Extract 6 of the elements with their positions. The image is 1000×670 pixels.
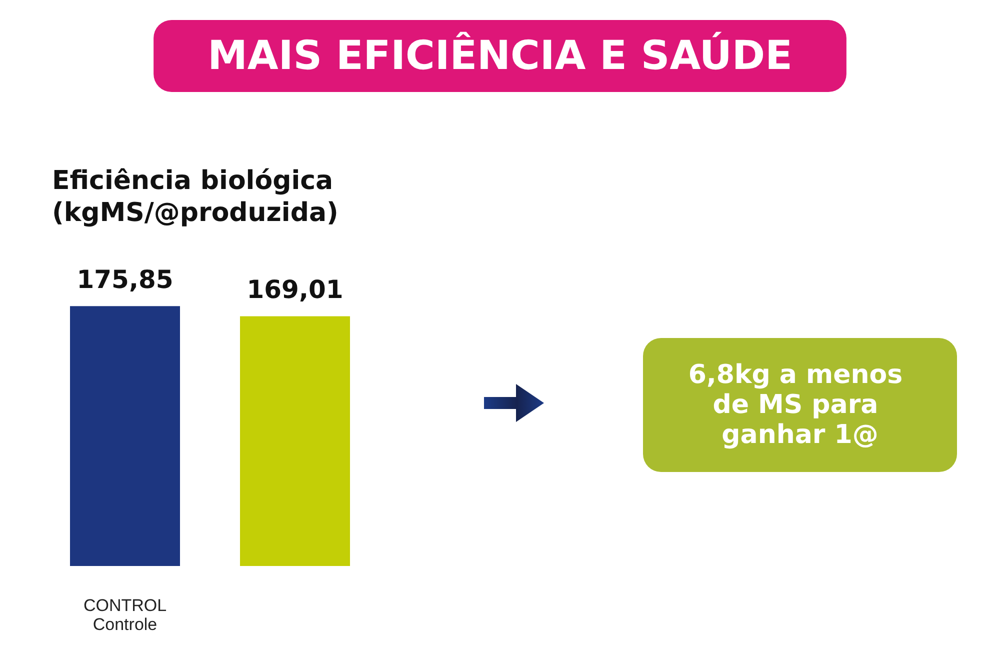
data-label: 175,85 [76,265,174,294]
data-label: 169,01 [246,275,344,304]
text: MAIS EFICIÊNCIA E SAÚDE [208,31,792,79]
x-tick-label: CONTROL Controle [83,596,167,634]
chart-subtitle: Eficiência biológica (kgMS/@produzida) [52,166,342,228]
text: 6,8kg a menos de MS para ganhar 1@ [688,360,912,450]
